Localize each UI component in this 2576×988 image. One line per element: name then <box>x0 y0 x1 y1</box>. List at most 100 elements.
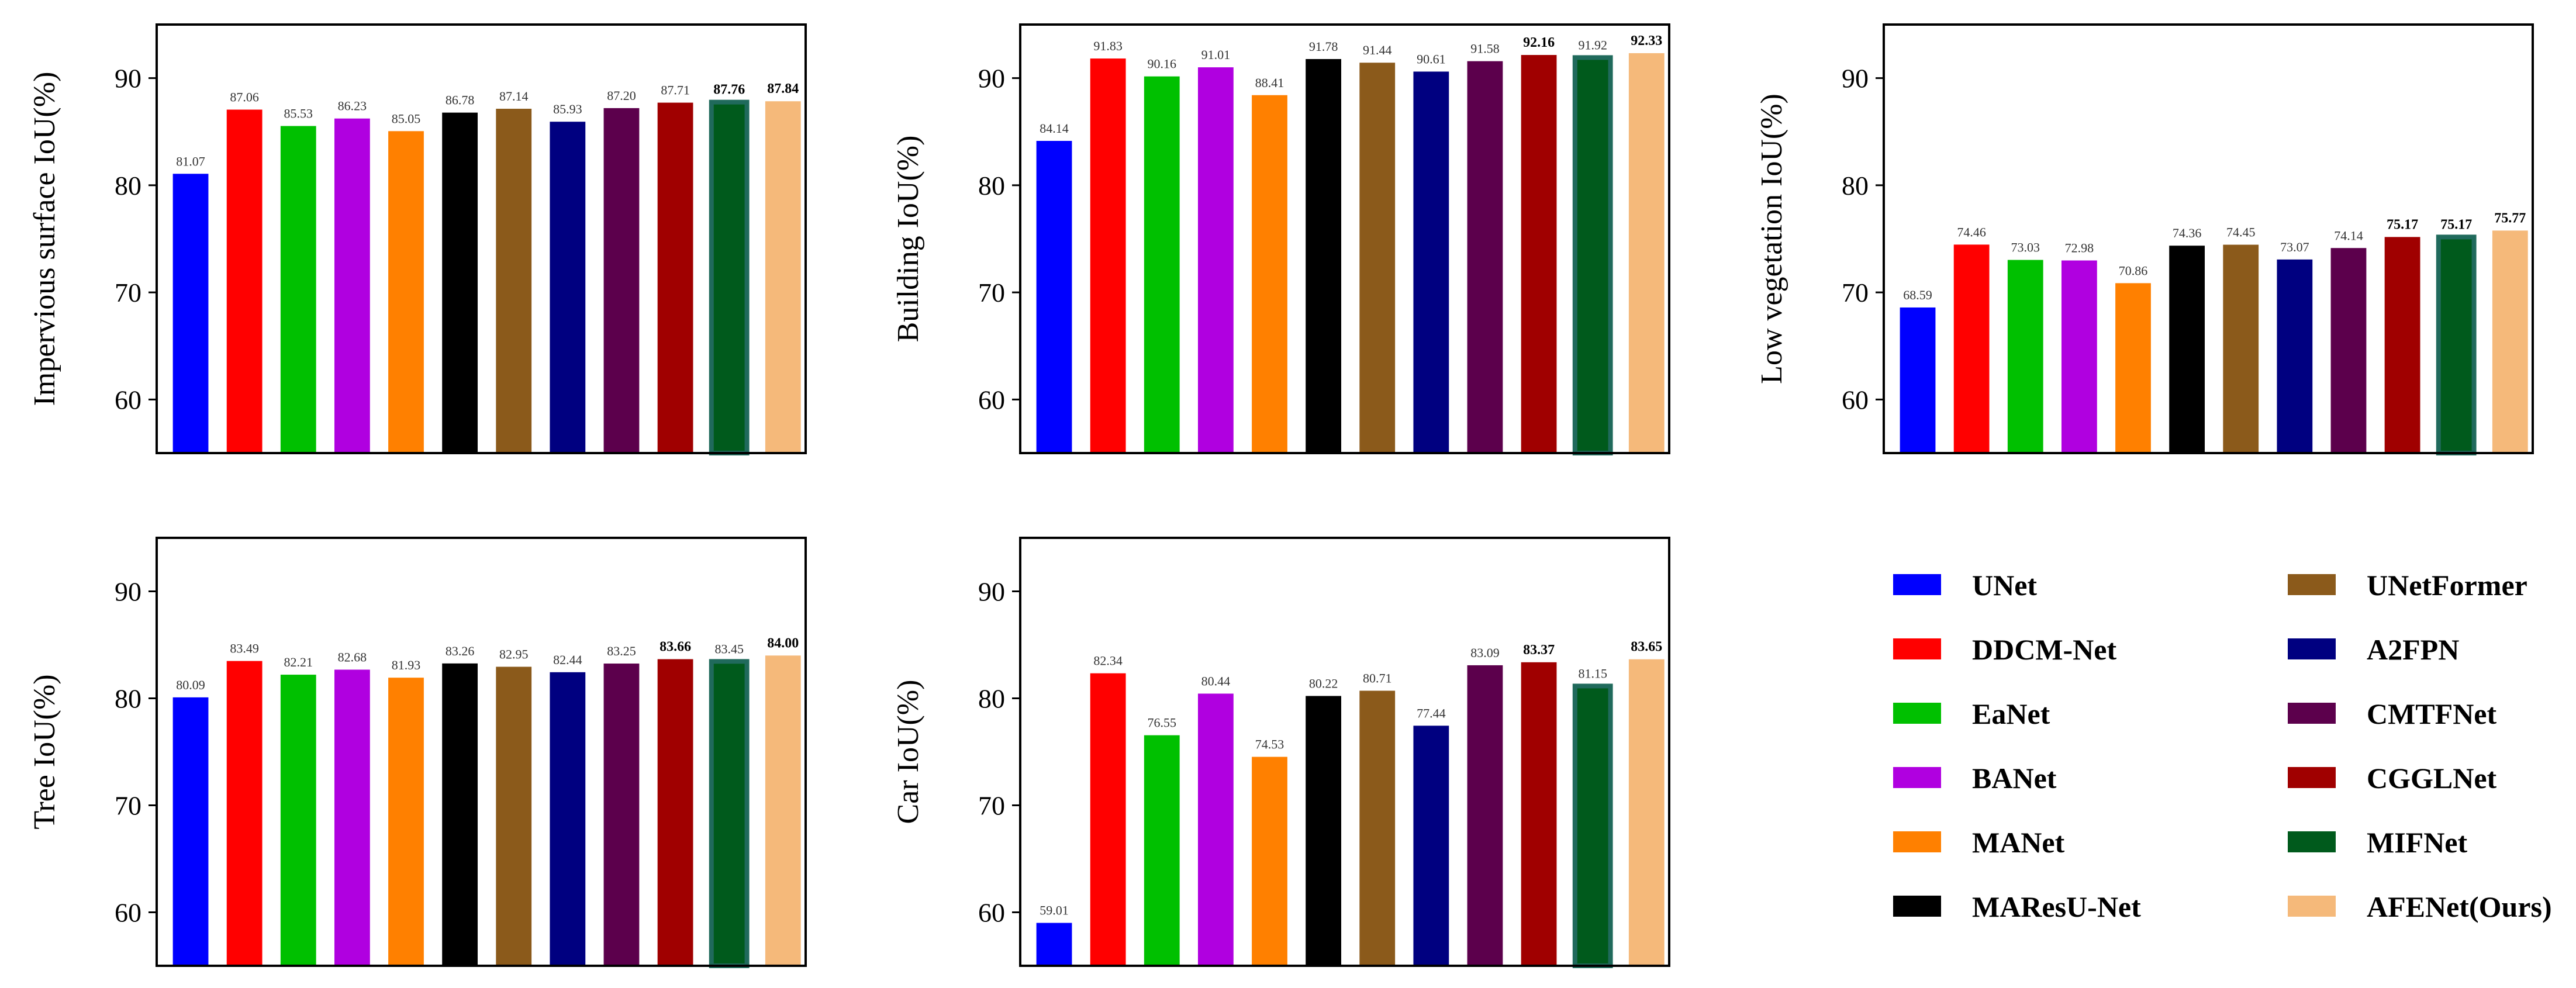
data-label: 91.92 <box>1578 37 1607 52</box>
bar-ddcm-net <box>1090 673 1126 966</box>
legend-label: UNetFormer <box>2367 569 2527 602</box>
data-label: 90.16 <box>1148 57 1177 71</box>
legend-swatch <box>1893 703 1941 724</box>
data-label: 85.05 <box>392 111 421 126</box>
legend-swatch <box>1893 831 1941 852</box>
bar-cgglnet <box>2384 237 2420 453</box>
data-label: 80.09 <box>176 678 205 692</box>
data-label: 75.77 <box>2494 210 2526 226</box>
bar-manet <box>2115 283 2151 453</box>
data-label: 88.41 <box>1255 75 1284 90</box>
bar-mifnet <box>2436 234 2477 455</box>
chart-panel-1: Impervious surface IoU(%) 60 70 80 90 81.07 87… <box>28 23 807 456</box>
bar-cgglnet <box>657 102 693 454</box>
y-tick-label: 60 <box>115 385 141 414</box>
legend-swatch <box>2288 638 2336 659</box>
y-tick-label: 90 <box>1842 64 1869 94</box>
bar-cgglnet <box>1521 55 1557 454</box>
y-tick-label: 70 <box>115 278 141 308</box>
data-label: 91.78 <box>1309 39 1338 54</box>
legend-swatch <box>2288 703 2336 724</box>
bar-cgglnet <box>657 659 693 966</box>
bar-banet <box>2061 260 2097 453</box>
bar-maresu-net <box>2169 246 2205 453</box>
bar-banet <box>1197 693 1234 966</box>
bar-eanet <box>2007 260 2043 453</box>
bar-maresu-net <box>442 112 478 454</box>
y-tick-label: 60 <box>1842 385 1869 414</box>
bar-ddcm-net <box>226 661 263 966</box>
bar-ddcm-net <box>1953 244 1990 453</box>
data-label: 87.06 <box>230 90 259 105</box>
bar-maresu-net <box>442 663 478 966</box>
bar-banet <box>1197 67 1234 453</box>
legend-label: AFENet(Ours) <box>2367 890 2552 923</box>
data-label: 75.17 <box>2387 217 2418 232</box>
chart-panel-2: Building IoU(%) 60 70 80 90 84.14 91.83 90.16 91… <box>892 23 1670 456</box>
bar-ddcm-net <box>1090 58 1126 453</box>
bar-mifnet <box>709 659 750 968</box>
data-label: 82.44 <box>553 652 582 667</box>
legend-swatch <box>1893 574 1941 595</box>
y-axis-label: Building IoU(%) <box>892 136 925 343</box>
legend-label: MIFNet <box>2367 826 2467 859</box>
data-label: 83.45 <box>714 641 744 656</box>
data-label: 76.55 <box>1148 716 1177 730</box>
legend-swatch <box>2288 767 2336 788</box>
y-axis-label: Low vegetation IoU(%) <box>1755 94 1788 384</box>
legend-label: UNet <box>1972 569 2037 602</box>
y-tick-label: 60 <box>978 898 1005 928</box>
y-tick-label: 70 <box>978 791 1005 821</box>
data-label: 83.26 <box>446 644 475 658</box>
data-label: 74.45 <box>2226 225 2256 240</box>
y-tick-label: 70 <box>115 791 141 821</box>
y-axis-label: Tree IoU(%) <box>28 674 61 829</box>
legend-label: EaNet <box>1972 697 2050 730</box>
legend-label: A2FPN <box>2367 633 2459 666</box>
plot-frame <box>1883 23 2534 454</box>
data-label: 74.53 <box>1255 737 1284 752</box>
legend-label: CMTFNet <box>2367 697 2496 730</box>
bar-unet <box>172 697 209 966</box>
data-label: 81.93 <box>392 658 421 672</box>
y-tick-label: 80 <box>978 171 1005 201</box>
y-tick-label: 70 <box>1842 278 1869 308</box>
plot-frame <box>1019 23 1670 454</box>
y-tick-label: 90 <box>115 577 141 607</box>
data-label: 80.44 <box>1201 673 1231 688</box>
legend-label: DDCM-Net <box>1972 633 2116 666</box>
bar-afenet-ours- <box>2492 230 2528 453</box>
bar-unet <box>172 174 209 453</box>
data-label: 84.14 <box>1040 121 1069 136</box>
y-tick-label: 80 <box>115 171 141 201</box>
bar-unetformer <box>496 109 532 454</box>
bar-cmtfnet <box>2330 248 2367 453</box>
data-label: 75.17 <box>2440 217 2472 232</box>
data-label: 81.15 <box>1578 666 1607 680</box>
data-label: 83.49 <box>230 641 259 656</box>
data-label: 85.93 <box>553 102 582 116</box>
data-label: 82.34 <box>1093 654 1123 668</box>
bar-manet <box>388 131 424 454</box>
bar-banet <box>334 669 370 966</box>
legend: UNet DDCM-Net EaNet BANet MANet MAResU-Net UNe… <box>1893 569 2552 923</box>
bar-unetformer <box>1359 690 1396 966</box>
bar-afenet-ours- <box>1628 53 1665 454</box>
data-label: 74.46 <box>1957 224 1986 239</box>
data-label: 83.65 <box>1631 640 1662 655</box>
bar-unetformer <box>496 666 532 966</box>
legend-swatch <box>2288 831 2336 852</box>
legend-label: MAResU-Net <box>1972 890 2141 923</box>
bar-cmtfnet <box>1467 61 1503 453</box>
bar-unetformer <box>1359 63 1396 453</box>
bar-eanet <box>1144 735 1180 966</box>
bar-mifnet <box>1572 683 1613 968</box>
data-label: 82.95 <box>499 647 529 662</box>
data-label: 72.98 <box>2065 241 2094 255</box>
y-axis-label: Car IoU(%) <box>892 680 925 824</box>
data-label: 91.83 <box>1093 39 1123 53</box>
bar-afenet-ours- <box>765 655 801 966</box>
data-label: 70.86 <box>2119 263 2148 278</box>
data-label: 82.21 <box>284 655 313 669</box>
data-label: 85.53 <box>284 106 313 121</box>
